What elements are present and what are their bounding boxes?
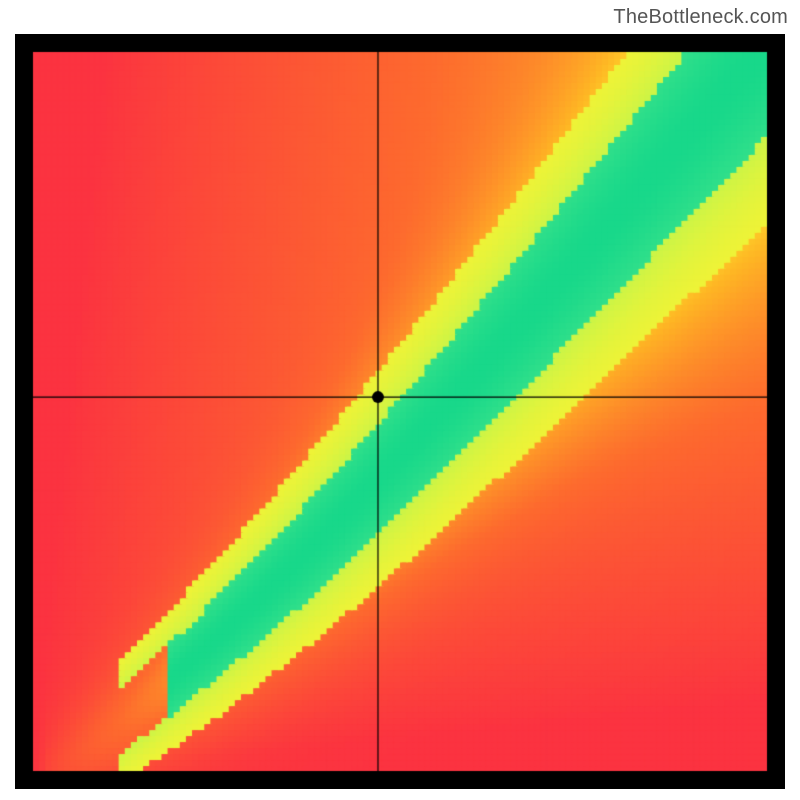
attribution-text: TheBottleneck.com: [613, 6, 788, 29]
bottleneck-heatmap: [15, 34, 785, 789]
